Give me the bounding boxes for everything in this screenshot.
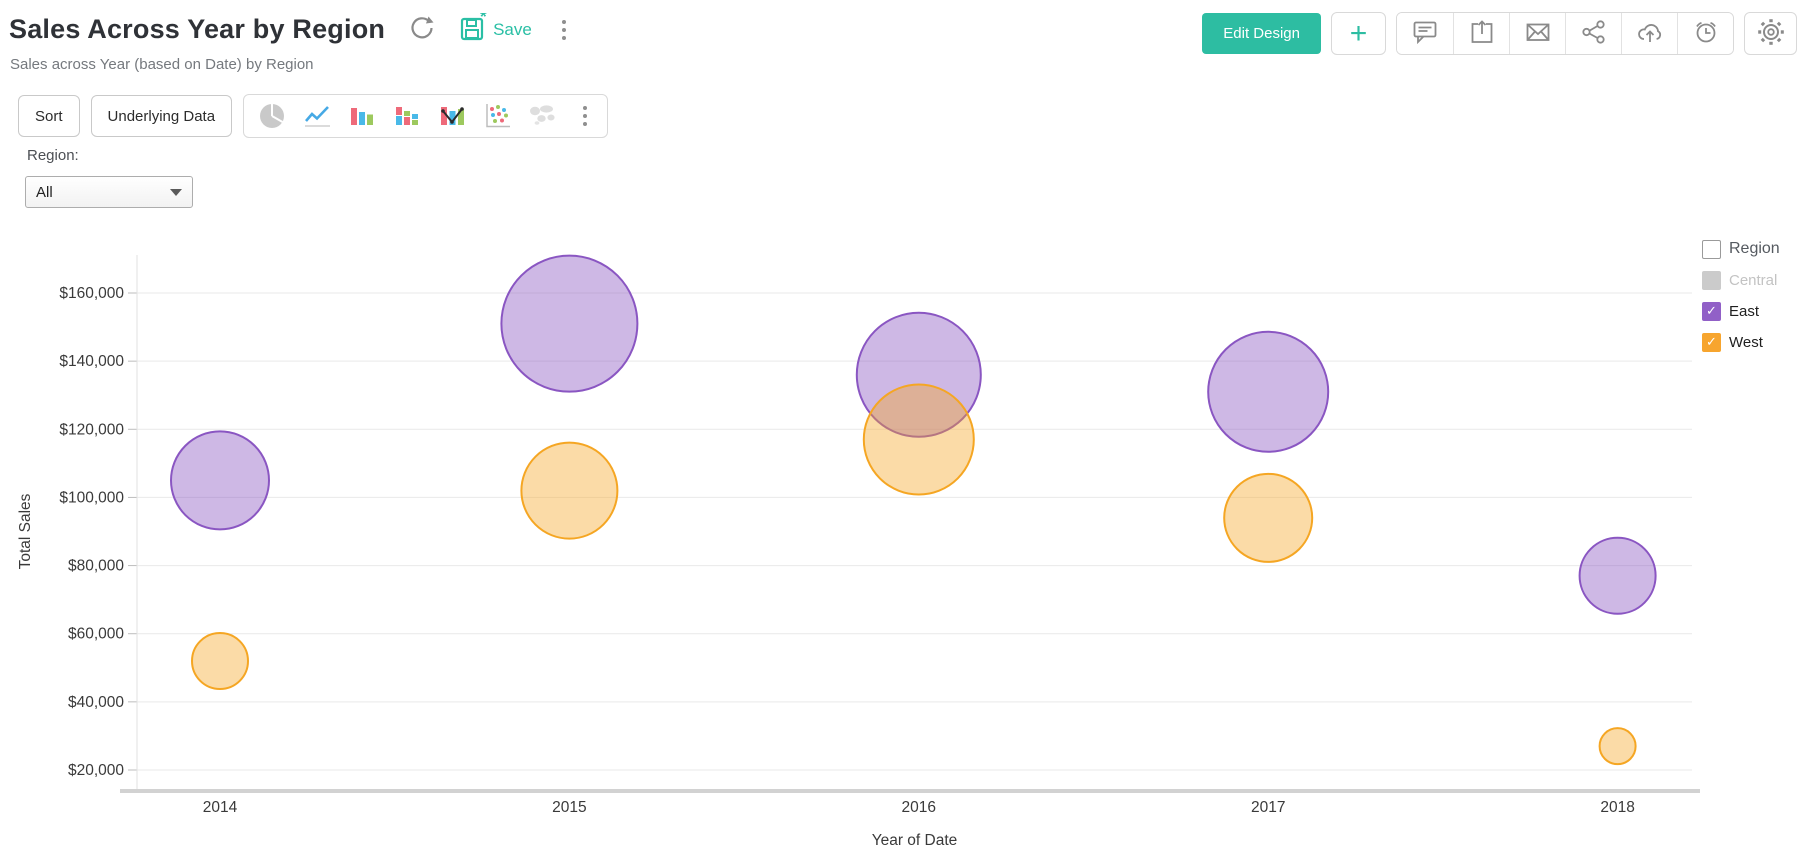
x-tick-label: 2016 — [902, 799, 936, 816]
settings-icon — [1757, 18, 1785, 49]
save-button[interactable]: * Save — [459, 7, 532, 46]
edit-design-button[interactable]: Edit Design — [1202, 13, 1321, 54]
column-chart-icon[interactable] — [348, 102, 376, 130]
legend-items: Central ✓ East ✓ West — [1702, 269, 1810, 353]
legend-header-checkbox[interactable] — [1702, 239, 1721, 259]
x-tick-label: 2014 — [203, 799, 238, 816]
bubble-east-2017[interactable] — [1207, 330, 1330, 453]
y-tick-label: $160,000 — [59, 285, 124, 302]
legend-item-label: East — [1729, 302, 1760, 320]
schedule-button[interactable] — [1677, 13, 1733, 54]
y-tick-label: $60,000 — [68, 626, 124, 643]
share-button[interactable] — [1565, 13, 1621, 54]
x-tick-label: 2017 — [1251, 799, 1285, 816]
save-label: Save — [493, 19, 532, 39]
cloud-upload-icon — [1636, 19, 1664, 48]
add-button[interactable]: + — [1331, 12, 1386, 55]
chevron-down-icon — [170, 188, 182, 196]
bubble-west-2017[interactable] — [1223, 472, 1314, 563]
legend-checkbox-checked[interactable]: ✓ — [1702, 301, 1721, 321]
share-icon — [1581, 19, 1607, 48]
x-axis-title: Year of Date — [872, 832, 958, 849]
y-tick-label: $100,000 — [59, 489, 124, 506]
y-tick-label: $40,000 — [68, 694, 124, 711]
page-title: Sales Across Year by Region — [9, 14, 386, 44]
email-icon — [1525, 19, 1551, 48]
comment-icon — [1412, 19, 1438, 48]
pie-chart-icon[interactable] — [258, 102, 286, 130]
bubble-east-2014[interactable] — [170, 430, 270, 531]
legend-item-central[interactable]: Central — [1702, 269, 1810, 291]
page-subtitle: Sales across Year (based on Date) by Reg… — [10, 56, 314, 73]
more-options-button[interactable] — [556, 16, 572, 44]
x-tick-label: 2018 — [1600, 799, 1634, 816]
save-icon: * — [459, 7, 489, 46]
underlying-data-button[interactable]: Underlying Data — [90, 95, 233, 137]
bubble-west-2015[interactable] — [520, 441, 619, 540]
svg-text:*: * — [480, 13, 487, 26]
scatter-chart-icon[interactable] — [483, 102, 511, 130]
bubble-west-2014[interactable] — [191, 631, 249, 690]
chart-more-options-button[interactable] — [577, 102, 593, 130]
legend-checkbox-checked[interactable]: ✓ — [1702, 332, 1721, 352]
cloud-upload-button[interactable] — [1621, 13, 1677, 54]
chart-type-switcher — [243, 94, 609, 138]
legend-item-label: West — [1729, 333, 1763, 351]
legend-checkbox[interactable] — [1702, 270, 1721, 290]
y-axis-title: Total Sales — [17, 493, 34, 569]
y-tick-label: $140,000 — [59, 353, 124, 370]
stacked-column-chart-icon[interactable] — [393, 102, 421, 130]
bubble-east-2018[interactable] — [1578, 536, 1657, 615]
email-button[interactable] — [1509, 13, 1565, 54]
header-icon-group — [1396, 12, 1734, 55]
line-chart-icon[interactable] — [303, 102, 331, 130]
chart-legend: Region Central ✓ East ✓ West — [1702, 238, 1810, 362]
refresh-button[interactable] — [409, 15, 435, 44]
legend-header[interactable]: Region — [1702, 238, 1810, 260]
combo-chart-icon[interactable] — [438, 102, 466, 130]
bubble-west-2016[interactable] — [862, 383, 975, 496]
region-filter-value: All — [36, 183, 53, 201]
region-filter-label: Region: — [27, 147, 79, 164]
y-tick-label: $20,000 — [68, 762, 124, 779]
legend-title: Region — [1729, 240, 1780, 257]
chart-more-options-icon — [583, 106, 588, 110]
sort-button[interactable]: Sort — [18, 95, 80, 137]
region-filter-select[interactable]: All — [25, 176, 193, 208]
export-button[interactable] — [1453, 13, 1509, 54]
x-tick-label: 2015 — [552, 799, 586, 816]
refresh-icon — [409, 15, 435, 44]
bubble-west-2018[interactable] — [1598, 727, 1637, 766]
y-tick-label: $120,000 — [59, 421, 124, 438]
comment-button[interactable] — [1397, 13, 1453, 54]
schedule-icon — [1693, 19, 1719, 48]
export-icon — [1469, 19, 1495, 48]
legend-item-west[interactable]: ✓ West — [1702, 331, 1810, 353]
add-icon: + — [1349, 16, 1368, 50]
y-tick-label: $80,000 — [68, 558, 124, 575]
legend-item-east[interactable]: ✓ East — [1702, 300, 1810, 322]
bubble-chart: $20,000 $40,000 $60,000 $80,000 $100,000 $120… — [0, 195, 1813, 855]
bubble-east-2016[interactable] — [855, 311, 982, 438]
legend-item-label: Central — [1729, 271, 1778, 289]
more-options-icon — [561, 19, 566, 24]
settings-button[interactable] — [1744, 12, 1797, 55]
bubble-chart-canvas: $20,000 $40,000 $60,000 $80,000 $100,000 $120… — [17, 254, 1700, 849]
bubble-east-2015[interactable] — [500, 254, 639, 393]
map-chart-icon[interactable] — [528, 102, 556, 130]
